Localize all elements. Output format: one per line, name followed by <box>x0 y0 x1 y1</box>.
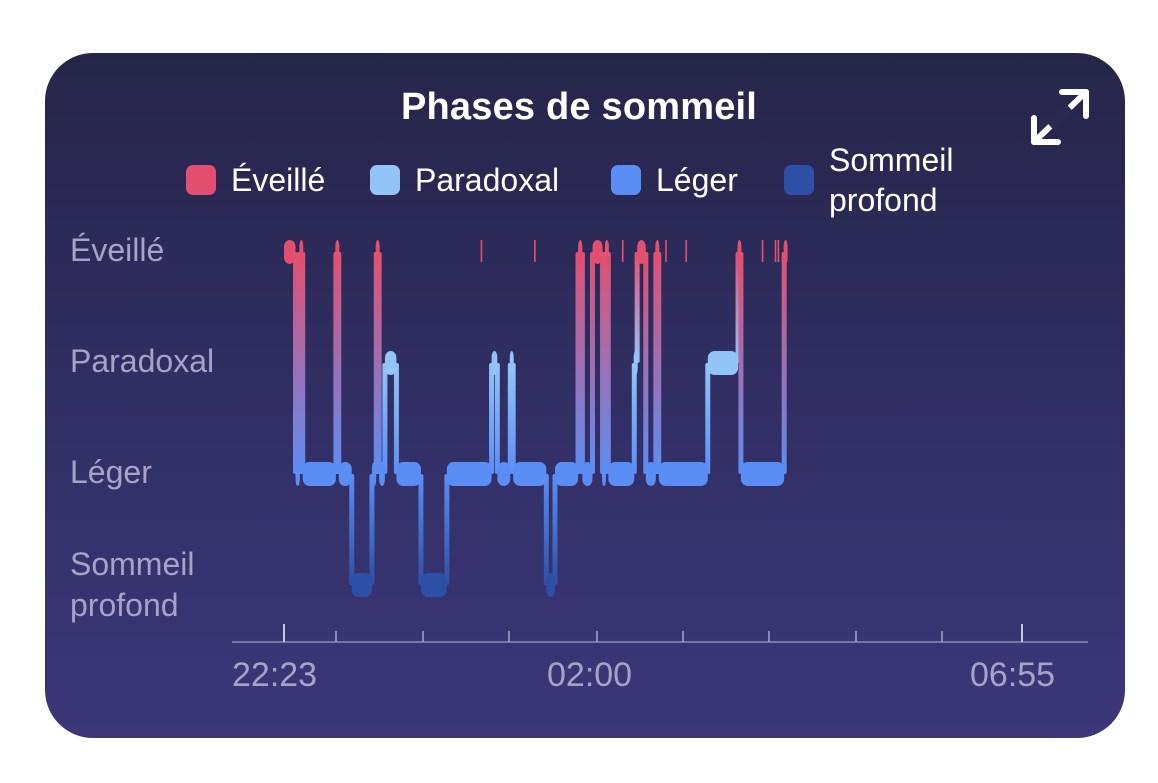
stage-transition <box>300 252 306 474</box>
stage-transition <box>489 363 495 474</box>
stage-transition <box>552 474 558 585</box>
segment-awake <box>578 240 583 264</box>
x-tick-label-middle: 02:00 <box>547 656 633 694</box>
stage-transition <box>543 474 549 585</box>
y-label-rem: Paradoxal <box>70 343 215 379</box>
segment-awake <box>335 240 340 264</box>
brief-awakening-mark <box>621 240 624 262</box>
segment-light <box>582 462 593 486</box>
segment-light <box>608 462 635 486</box>
legend-item-awake: Éveillé <box>186 140 325 200</box>
segment-rem <box>384 351 397 375</box>
x-tick-label-start: 22:23 <box>232 656 318 694</box>
legend-label-light: Léger <box>656 162 738 198</box>
stage-transition <box>510 363 516 474</box>
segment-deep <box>351 573 372 597</box>
stage-transition <box>494 363 500 474</box>
stage-transition <box>781 252 787 474</box>
y-label-deep-line1: Sommeil <box>70 546 195 582</box>
segment-awake <box>737 240 742 264</box>
segment-light <box>446 462 492 486</box>
segment-light <box>371 462 377 486</box>
segment-awake <box>592 240 603 264</box>
legend-item-light: Léger <box>611 140 738 200</box>
stage-transition <box>418 474 424 585</box>
y-label-deep: Sommeil profond <box>70 544 194 626</box>
brief-awakening-mark <box>534 240 536 262</box>
legend-swatch-light <box>611 165 641 195</box>
segment-awake <box>604 240 609 264</box>
legend-item-deep: Sommeil profond <box>784 140 953 220</box>
chart-title: Phases de sommeil <box>400 86 758 128</box>
segment-rem <box>509 351 514 375</box>
brief-awakening-mark <box>665 240 667 262</box>
y-label-deep-line2: profond <box>70 587 179 623</box>
y-label-light: Léger <box>70 454 152 490</box>
segment-light <box>554 462 579 486</box>
segment-deep <box>420 573 447 597</box>
segment-light <box>295 462 300 486</box>
segment-awake <box>375 240 380 264</box>
stage-transition <box>369 474 375 585</box>
legend-item-rem: Paradoxal <box>370 140 559 200</box>
brief-awakening-mark <box>774 240 777 262</box>
stage-transition <box>393 363 399 474</box>
stage-transition <box>643 252 649 474</box>
brief-awakening-mark <box>777 240 780 262</box>
brief-awakening-mark <box>761 240 764 262</box>
segment-light <box>497 462 511 486</box>
stage-transition <box>336 252 342 474</box>
legend-swatch-awake <box>186 165 216 195</box>
segment-light <box>396 462 421 486</box>
stage-transition <box>579 252 585 474</box>
legend-label-deep-line2: profond <box>829 182 938 218</box>
stage-transition <box>589 252 595 474</box>
segment-light <box>740 462 785 486</box>
segment-light <box>645 462 656 486</box>
segment-light <box>379 462 385 486</box>
segment-rem <box>707 351 739 375</box>
stage-transition <box>605 252 611 474</box>
stage-transition <box>738 252 744 474</box>
segment-awake <box>284 240 296 264</box>
x-tick-label-end: 06:55 <box>970 656 1056 694</box>
stage-transition <box>634 252 640 363</box>
stage-transition <box>705 363 711 474</box>
brief-awakening-mark <box>685 240 687 262</box>
legend-label-awake: Éveillé <box>231 162 326 198</box>
segment-rem <box>633 351 638 375</box>
sleep-phases-card <box>45 53 1125 738</box>
legend-label-deep-line1: Sommeil <box>829 142 954 178</box>
brief-awakening-mark <box>480 240 483 262</box>
segment-light <box>658 462 708 486</box>
segment-light <box>601 462 606 486</box>
segment-light <box>338 462 352 486</box>
y-label-awake: Éveillé <box>70 232 165 268</box>
legend-label-rem: Paradoxal <box>415 162 560 198</box>
segment-awake <box>783 240 788 264</box>
stage-transition <box>382 363 388 474</box>
stage-transition <box>656 252 662 474</box>
segment-light <box>513 462 547 486</box>
segment-awake <box>655 240 660 264</box>
expand-arrows-icon[interactable] <box>1024 86 1094 152</box>
segment-light <box>302 462 336 486</box>
stage-transition <box>631 363 637 474</box>
segment-awake <box>637 240 646 264</box>
stage-transition <box>349 474 355 585</box>
legend-swatch-deep <box>784 165 814 195</box>
stage-transition <box>293 252 299 474</box>
segment-rem <box>491 351 498 375</box>
stage-transition <box>575 252 581 474</box>
segment-deep <box>546 573 555 597</box>
segment-awake <box>299 240 304 264</box>
legend-swatch-rem <box>370 165 400 195</box>
stage-transition <box>376 252 382 474</box>
stage-transition <box>444 474 450 585</box>
